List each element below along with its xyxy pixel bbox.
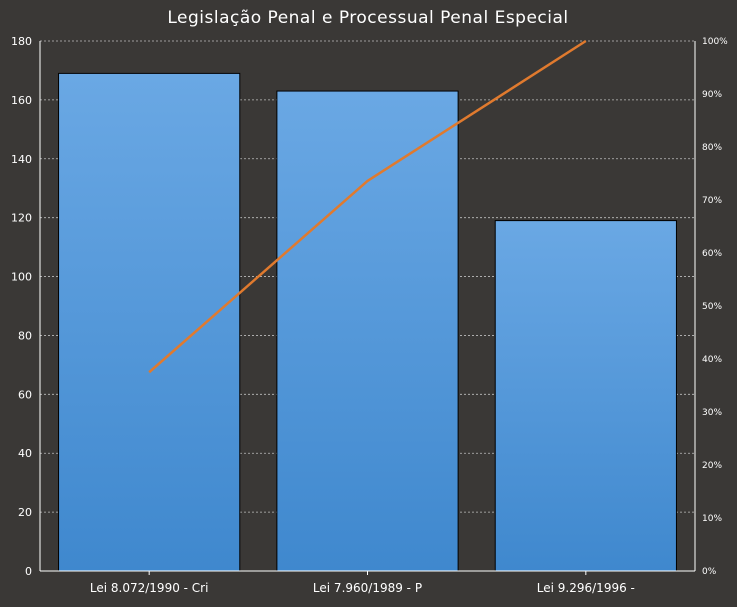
y2-tick-label: 50% bbox=[702, 302, 722, 312]
y2-tick-label: 40% bbox=[702, 355, 722, 365]
y-tick-label: 140 bbox=[11, 153, 32, 166]
x-tick-label: Lei 7.960/1989 - P bbox=[313, 581, 422, 595]
y2-tick-label: 70% bbox=[702, 196, 722, 206]
y-tick-label: 20 bbox=[18, 506, 32, 519]
y2-tick-label: 10% bbox=[702, 514, 722, 524]
y-tick-label: 160 bbox=[11, 94, 32, 107]
axes: 0 20 40 60 80 100 120 140 160 180 0% 10% 20% 30% 40% 50… bbox=[11, 35, 728, 595]
bar bbox=[276, 90, 459, 572]
y-tick-label: 0 bbox=[25, 565, 32, 578]
cumulative-line bbox=[148, 39, 587, 374]
y-tick-label: 40 bbox=[18, 447, 32, 460]
y-tick-label: 60 bbox=[18, 388, 32, 401]
bars bbox=[58, 72, 677, 572]
y2-tick-label: 100% bbox=[702, 37, 728, 47]
y2-tick-label: 80% bbox=[702, 143, 722, 153]
y2-tick-label: 60% bbox=[702, 249, 722, 259]
y2-tick-label: 0% bbox=[702, 567, 717, 577]
x-tick-label: Lei 9.296/1996 - bbox=[537, 581, 635, 595]
y-tick-label: 100 bbox=[11, 271, 32, 284]
y2-tick-label: 30% bbox=[702, 408, 722, 418]
chart-title: Legislação Penal e Processual Penal Espe… bbox=[167, 8, 568, 28]
bar bbox=[58, 72, 241, 572]
y2-tick-label: 90% bbox=[702, 90, 722, 100]
y-tick-label: 180 bbox=[11, 35, 32, 48]
y2-tick-label: 20% bbox=[702, 461, 722, 471]
y-tick-label: 80 bbox=[18, 329, 32, 342]
x-tick-label: Lei 8.072/1990 - Cri bbox=[90, 581, 209, 595]
y-tick-label: 120 bbox=[11, 212, 32, 225]
cumulative-line-path bbox=[148, 39, 587, 374]
bar bbox=[494, 220, 677, 572]
